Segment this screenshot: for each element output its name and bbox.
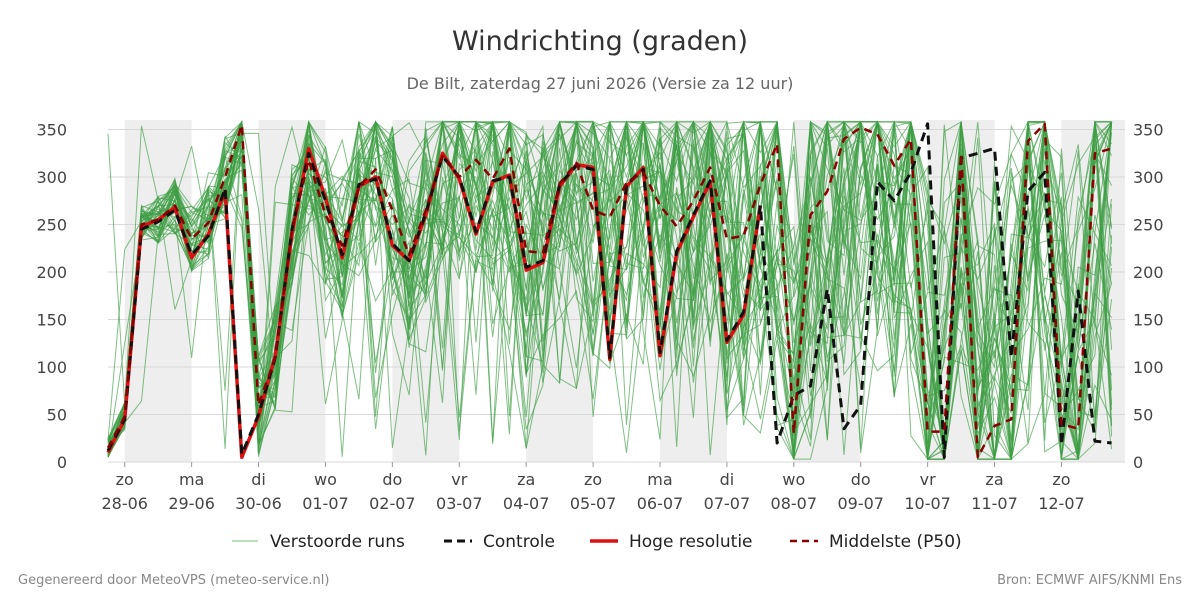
x-tick-date: 09-07 — [837, 494, 884, 513]
x-tick-date: 02-07 — [369, 494, 416, 513]
legend-label-hires: Hoge resolutie — [629, 532, 753, 552]
x-tick-date: 05-07 — [570, 494, 617, 513]
y-tick-label-right: 150 — [1133, 311, 1164, 330]
chart-title: Windrichting (graden) — [452, 26, 748, 57]
ensemble-member-line — [107, 120, 1112, 460]
x-tick-day: do — [382, 470, 402, 489]
x-tick-date: 04-07 — [503, 494, 550, 513]
footer-source: Bron: ECMWF AIFS/KNMI Ens — [997, 573, 1182, 588]
x-tick-day: za — [985, 470, 1003, 489]
ensemble-member-line — [107, 121, 1113, 460]
y-tick-label-left: 200 — [36, 263, 67, 282]
x-tick-day: vr — [920, 470, 936, 489]
x-tick-date: 28-06 — [101, 494, 148, 513]
y-tick-label-left: 100 — [36, 358, 67, 377]
x-tick-date: 10-07 — [904, 494, 951, 513]
y-tick-label-right: 350 — [1133, 121, 1164, 140]
y-tick-label-right: 0 — [1133, 453, 1143, 472]
y-tick-label-right: 50 — [1133, 406, 1153, 425]
y-tick-label-left: 300 — [36, 168, 67, 187]
x-tick-date: 08-07 — [771, 494, 818, 513]
x-tick-day: di — [251, 470, 266, 489]
legend-label-control: Controle — [483, 532, 555, 552]
x-tick-day: vr — [451, 470, 467, 489]
legend-label-median: Middelste (P50) — [829, 532, 962, 552]
axes-layer: 0 0 50 50 100 100 150 150 200 200 250 250 300 300 350 3… — [36, 121, 1163, 514]
y-tick-label-left: 350 — [36, 121, 67, 140]
ensemble-member-line — [107, 120, 1113, 460]
x-tick-date: 06-07 — [637, 494, 684, 513]
x-tick-day: di — [720, 470, 735, 489]
x-tick-day: ma — [179, 470, 204, 489]
y-tick-label-right: 250 — [1133, 216, 1164, 235]
x-tick-day: za — [517, 470, 535, 489]
ensemble-member-line — [107, 119, 1113, 460]
chart-subtitle: De Bilt, zaterdag 27 juni 2026 (Versie z… — [407, 74, 794, 93]
x-tick-date: 01-07 — [302, 494, 349, 513]
legend: Verstoorde runs Controle Hoge resolutie … — [232, 532, 962, 552]
x-tick-day: zo — [584, 470, 602, 489]
x-tick-day: do — [851, 470, 871, 489]
y-tick-label-left: 250 — [36, 216, 67, 235]
y-tick-label-right: 100 — [1133, 358, 1164, 377]
x-tick-date: 11-07 — [971, 494, 1018, 513]
x-tick-date: 03-07 — [436, 494, 483, 513]
x-tick-date: 30-06 — [235, 494, 282, 513]
x-tick-day: zo — [1052, 470, 1070, 489]
main-series-layer — [106, 122, 1112, 460]
ensemble-member-line — [107, 120, 1113, 460]
x-tick-date: 12-07 — [1038, 494, 1085, 513]
series-line-median — [106, 122, 1112, 459]
ensemble-member-line — [107, 120, 1113, 460]
y-tick-label-left: 50 — [47, 406, 67, 425]
x-tick-day: wo — [314, 470, 337, 489]
legend-label-ensemble: Verstoorde runs — [270, 532, 405, 552]
y-tick-label-left: 150 — [36, 311, 67, 330]
x-tick-day: ma — [647, 470, 672, 489]
x-tick-day: wo — [782, 470, 805, 489]
y-tick-label-left: 0 — [57, 453, 67, 472]
x-tick-date: 07-07 — [704, 494, 751, 513]
x-tick-day: zo — [116, 470, 134, 489]
x-tick-date: 29-06 — [168, 494, 215, 513]
y-tick-label-right: 300 — [1133, 168, 1164, 187]
y-tick-label-right: 200 — [1133, 263, 1164, 282]
footer-generated-by: Gegenereerd door MeteoVPS (meteo-service… — [18, 573, 329, 588]
